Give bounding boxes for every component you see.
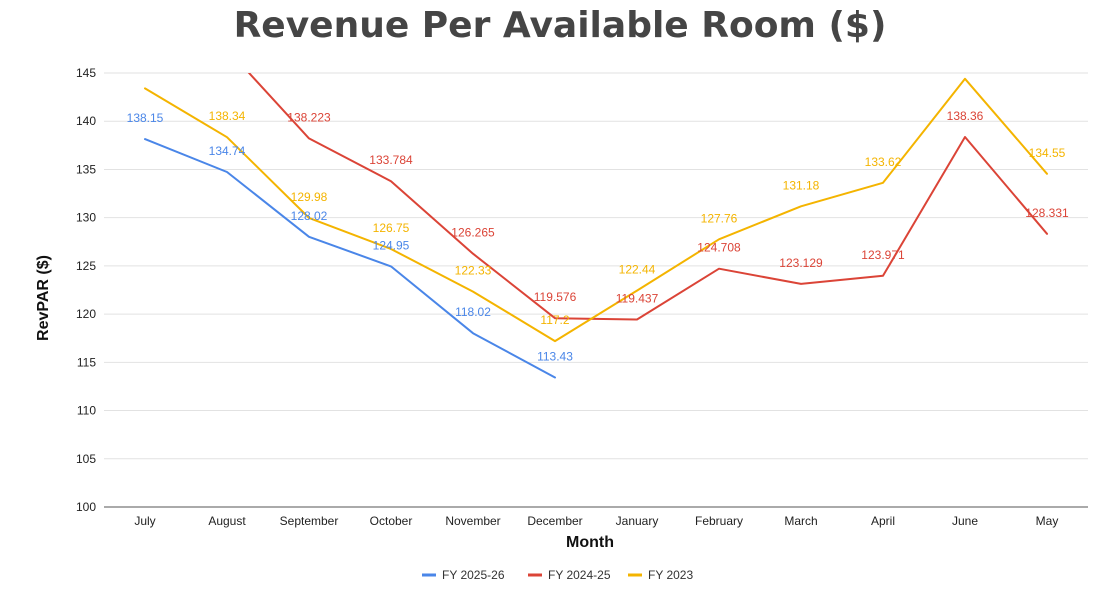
y-tick-label: 100 (76, 500, 96, 514)
data-label: 124.708 (697, 241, 741, 255)
data-label: 126.75 (373, 221, 410, 235)
data-label: 122.33 (455, 264, 492, 278)
legend-label: FY 2025-26 (442, 568, 505, 582)
data-label: 118.02 (455, 305, 491, 319)
data-label: 122.44 (619, 263, 656, 277)
series-line-2 (144, 77, 1048, 343)
series-line-1 (247, 73, 1048, 321)
gridlines (104, 72, 1088, 508)
x-tick-label: February (695, 514, 743, 528)
y-tick-label: 145 (76, 66, 96, 80)
data-label: 138.15 (127, 111, 164, 125)
y-tick-label: 105 (76, 452, 96, 466)
x-tick-label: May (1036, 514, 1059, 528)
x-tick-label: April (871, 514, 895, 528)
x-tick-label: August (208, 514, 246, 528)
data-label: 123.129 (779, 256, 823, 270)
data-label: 126.265 (451, 226, 495, 240)
legend-label: FY 2024-25 (548, 568, 611, 582)
y-tick-label: 110 (77, 404, 96, 418)
data-label: 119.576 (534, 290, 577, 304)
x-tick-label: September (280, 514, 339, 528)
data-label: 128.331 (1025, 206, 1069, 220)
data-label: 129.98 (291, 190, 328, 204)
x-tick-label: October (370, 514, 413, 528)
data-label: 138.36 (947, 109, 984, 123)
y-tick-label: 135 (76, 162, 96, 176)
data-label: 113.43 (537, 349, 573, 363)
x-tick-label: July (134, 514, 155, 528)
data-label: 134.74 (209, 144, 246, 158)
x-axis-title: Month (566, 534, 614, 551)
x-tick-label: November (445, 514, 500, 528)
data-label: 134.55 (1029, 146, 1066, 160)
chart-title: Revenue Per Available Room ($) (234, 5, 887, 46)
series-lines (144, 73, 1048, 379)
series-line-0 (144, 138, 556, 379)
data-label: 128.02 (291, 209, 328, 223)
y-tick-label: 125 (76, 259, 96, 273)
data-label: 119.437 (616, 292, 659, 306)
data-label: 131.18 (783, 178, 820, 192)
data-label: 123.971 (861, 248, 905, 262)
x-tick-label: March (784, 514, 817, 528)
data-label: 138.34 (209, 109, 246, 123)
data-label: 133.62 (865, 155, 902, 169)
x-axis-ticks: July August September October November Decemb… (134, 514, 1058, 528)
data-labels: 138.15 134.74 128.02 124.95 118.02 113.43 138.… (127, 109, 1069, 363)
x-tick-label: June (952, 514, 978, 528)
data-label: 127.76 (701, 211, 738, 225)
y-axis-title: RevPAR ($) (35, 255, 52, 341)
legend: FY 2025-26 FY 2024-25 FY 2023 (422, 568, 693, 582)
legend-label: FY 2023 (648, 568, 693, 582)
y-tick-label: 140 (76, 114, 96, 128)
y-tick-label: 115 (77, 355, 96, 369)
x-tick-label: January (616, 514, 659, 528)
data-label: 124.95 (373, 238, 410, 252)
y-tick-label: 130 (76, 211, 96, 225)
y-axis-ticks: 100 105 110 115 120 125 130 135 140 145 (76, 66, 96, 514)
data-label: 117.2 (540, 313, 569, 327)
y-tick-label: 120 (76, 307, 96, 321)
data-label: 133.784 (369, 153, 413, 167)
x-tick-label: December (527, 514, 582, 528)
data-label: 138.223 (287, 110, 331, 124)
